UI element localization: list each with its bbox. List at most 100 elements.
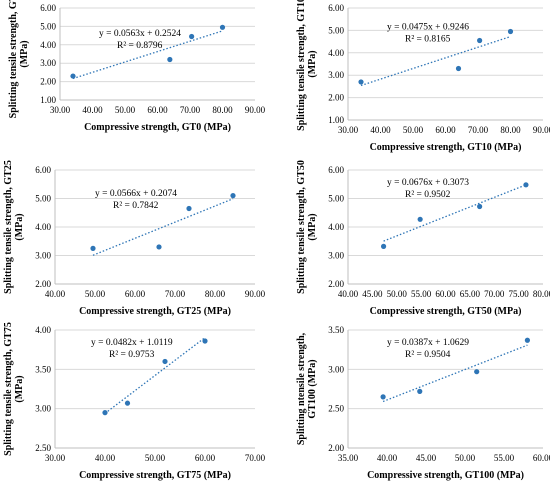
x-tick-label: 80.00 (205, 289, 226, 299)
y-axis-label: Splitting tensile strength, GT75 (3, 322, 14, 456)
x-tick-label: 80.00 (500, 125, 521, 135)
r-squared-label: R² = 0.8796 (117, 41, 163, 51)
x-tick-label: 90.00 (245, 289, 266, 299)
x-tick-label: 50.00 (387, 289, 408, 299)
trendline-equation: y = 0.0563x + 0.2524 (99, 29, 181, 39)
x-tick-label: 35.00 (338, 453, 359, 463)
y-tick-label: 3.00 (328, 364, 344, 374)
chart-panel: 1.00 2.00 3.00 4.00 5.00 6.00 30.00 40.00 50.00 6… (296, 0, 550, 153)
trendline (383, 184, 527, 242)
y-tick-label: 3.50 (35, 364, 51, 374)
trendline-equation: y = 0.0566x + 0.2074 (95, 189, 177, 199)
trendline-equation: y = 0.0482x + 1.0119 (91, 338, 173, 348)
x-tick-label: 40.00 (377, 453, 398, 463)
chart-panel: 2.50 3.00 3.50 4.00 30.00 40.00 50.00 60.00 70.0… (3, 322, 266, 481)
trendline-equation: y = 0.0387x + 1.0629 (387, 338, 469, 348)
y-tick-label: 5.00 (35, 194, 51, 204)
y-axis-label: GT100 (MPa) (307, 359, 318, 418)
y-tick-label: 3.00 (328, 70, 344, 80)
trendline (72, 30, 223, 80)
x-tick-label: 30.00 (45, 453, 66, 463)
x-tick-label: 40.00 (45, 289, 66, 299)
y-tick-label: 2.50 (328, 404, 344, 414)
y-axis-label: (MPa) (14, 375, 25, 402)
data-point (167, 56, 173, 63)
x-tick-label: 70.00 (245, 453, 266, 463)
x-tick-label: 50.00 (145, 453, 166, 463)
data-point (202, 338, 208, 344)
y-tick-label: 3.00 (35, 251, 51, 261)
trendline (382, 344, 528, 403)
r-squared-label: R² = 0.9504 (405, 350, 451, 360)
r-squared-label: R² = 0.9502 (405, 190, 451, 200)
x-tick-label: 50.00 (85, 289, 106, 299)
x-tick-label: 80.00 (212, 105, 233, 115)
x-tick-label: 50.00 (455, 453, 476, 463)
data-point (507, 28, 514, 35)
trendline (104, 337, 206, 414)
chart-panel: 2.00 3.00 4.00 5.00 6.00 40.00 50.00 60.00 70.00… (3, 160, 266, 317)
x-tick-label: 90.00 (245, 105, 266, 115)
x-tick-label: 60.00 (533, 453, 550, 463)
x-tick-label: 80.00 (533, 289, 550, 299)
x-axis-label: Compressive strength, GT100 (MPa) (367, 470, 524, 481)
x-tick-label: 75.00 (509, 289, 530, 299)
x-tick-label: 55.00 (411, 289, 432, 299)
trendline-equation: y = 0.0475x + 0.9246 (387, 22, 469, 32)
data-point (189, 33, 195, 40)
x-tick-label: 40.00 (82, 105, 103, 115)
x-axis-label: Compressive strength, GT50 (MPa) (370, 306, 522, 317)
y-tick-label: 2.00 (35, 279, 51, 289)
y-tick-label: 4.00 (328, 48, 344, 58)
data-point (417, 388, 423, 394)
x-axis-label: Compressive strength, GT25 (MPa) (79, 306, 231, 317)
chart-panel: 1.00 2.00 3.00 4.00 5.00 6.00 30.00 40.00 50.00 6… (8, 0, 266, 133)
r-squared-label: R² = 0.8165 (405, 34, 451, 44)
x-tick-label: 45.00 (416, 453, 437, 463)
x-tick-label: 60.00 (435, 125, 456, 135)
x-axis-label: Compressive strength, GT0 (MPa) (84, 122, 231, 133)
y-tick-label: 6.00 (35, 165, 51, 175)
y-tick-label: 2.00 (328, 93, 344, 103)
data-point (477, 37, 483, 44)
data-point (156, 244, 162, 250)
y-tick-label: 6.00 (328, 3, 344, 13)
trendline-equation: y = 0.0676x + 0.3073 (387, 178, 469, 188)
x-axis-label: Compressive strength, GT75 (MPa) (79, 470, 231, 481)
y-tick-label: 1.00 (40, 95, 56, 105)
y-tick-label: 5.00 (328, 194, 344, 204)
y-tick-label: 2.00 (40, 77, 56, 87)
y-tick-label: 6.00 (328, 165, 344, 175)
x-tick-label: 40.00 (95, 453, 116, 463)
y-axis-label: Splitting tensile strength, GT25 (3, 160, 14, 294)
data-point (70, 73, 76, 79)
x-tick-label: 30.00 (50, 105, 71, 115)
chart-panel: 2.00 3.00 4.00 5.00 6.00 40.00 45.00 50.00 55.00… (296, 160, 550, 317)
x-tick-label: 60.00 (435, 289, 456, 299)
x-tick-label: 70.00 (468, 125, 489, 135)
data-point (380, 243, 387, 249)
y-axis-label: (MPa) (14, 213, 25, 240)
y-tick-label: 2.50 (35, 443, 51, 453)
x-tick-label: 30.00 (338, 125, 359, 135)
chart-panel: 2.00 2.50 3.00 3.50 35.00 40.00 45.00 50.00 55.0… (296, 325, 550, 481)
x-tick-label: 60.00 (195, 453, 216, 463)
y-tick-label: 5.00 (40, 21, 56, 31)
r-squared-label: R² = 0.7842 (113, 201, 159, 211)
data-point (474, 369, 480, 375)
y-tick-label: 2.00 (328, 443, 344, 453)
x-tick-label: 70.00 (180, 105, 201, 115)
x-tick-label: 60.00 (125, 289, 146, 299)
y-tick-label: 3.50 (328, 325, 344, 335)
r-squared-label: R² = 0.9753 (109, 350, 155, 360)
y-axis-label: Splitting tensile strength, GT50 (296, 160, 307, 294)
y-axis-label: Splitting tensile strength, GT0 (8, 0, 19, 118)
x-tick-label: 90.00 (533, 125, 550, 135)
data-point (417, 216, 423, 222)
x-tick-label: 60.00 (147, 105, 168, 115)
y-axis-label: Splitting tensile strength, GT10 (296, 0, 307, 131)
y-tick-label: 1.00 (328, 115, 344, 125)
x-axis-label: Compressive strength, GT10 (MPa) (370, 142, 522, 153)
y-tick-label: 3.00 (40, 58, 56, 68)
